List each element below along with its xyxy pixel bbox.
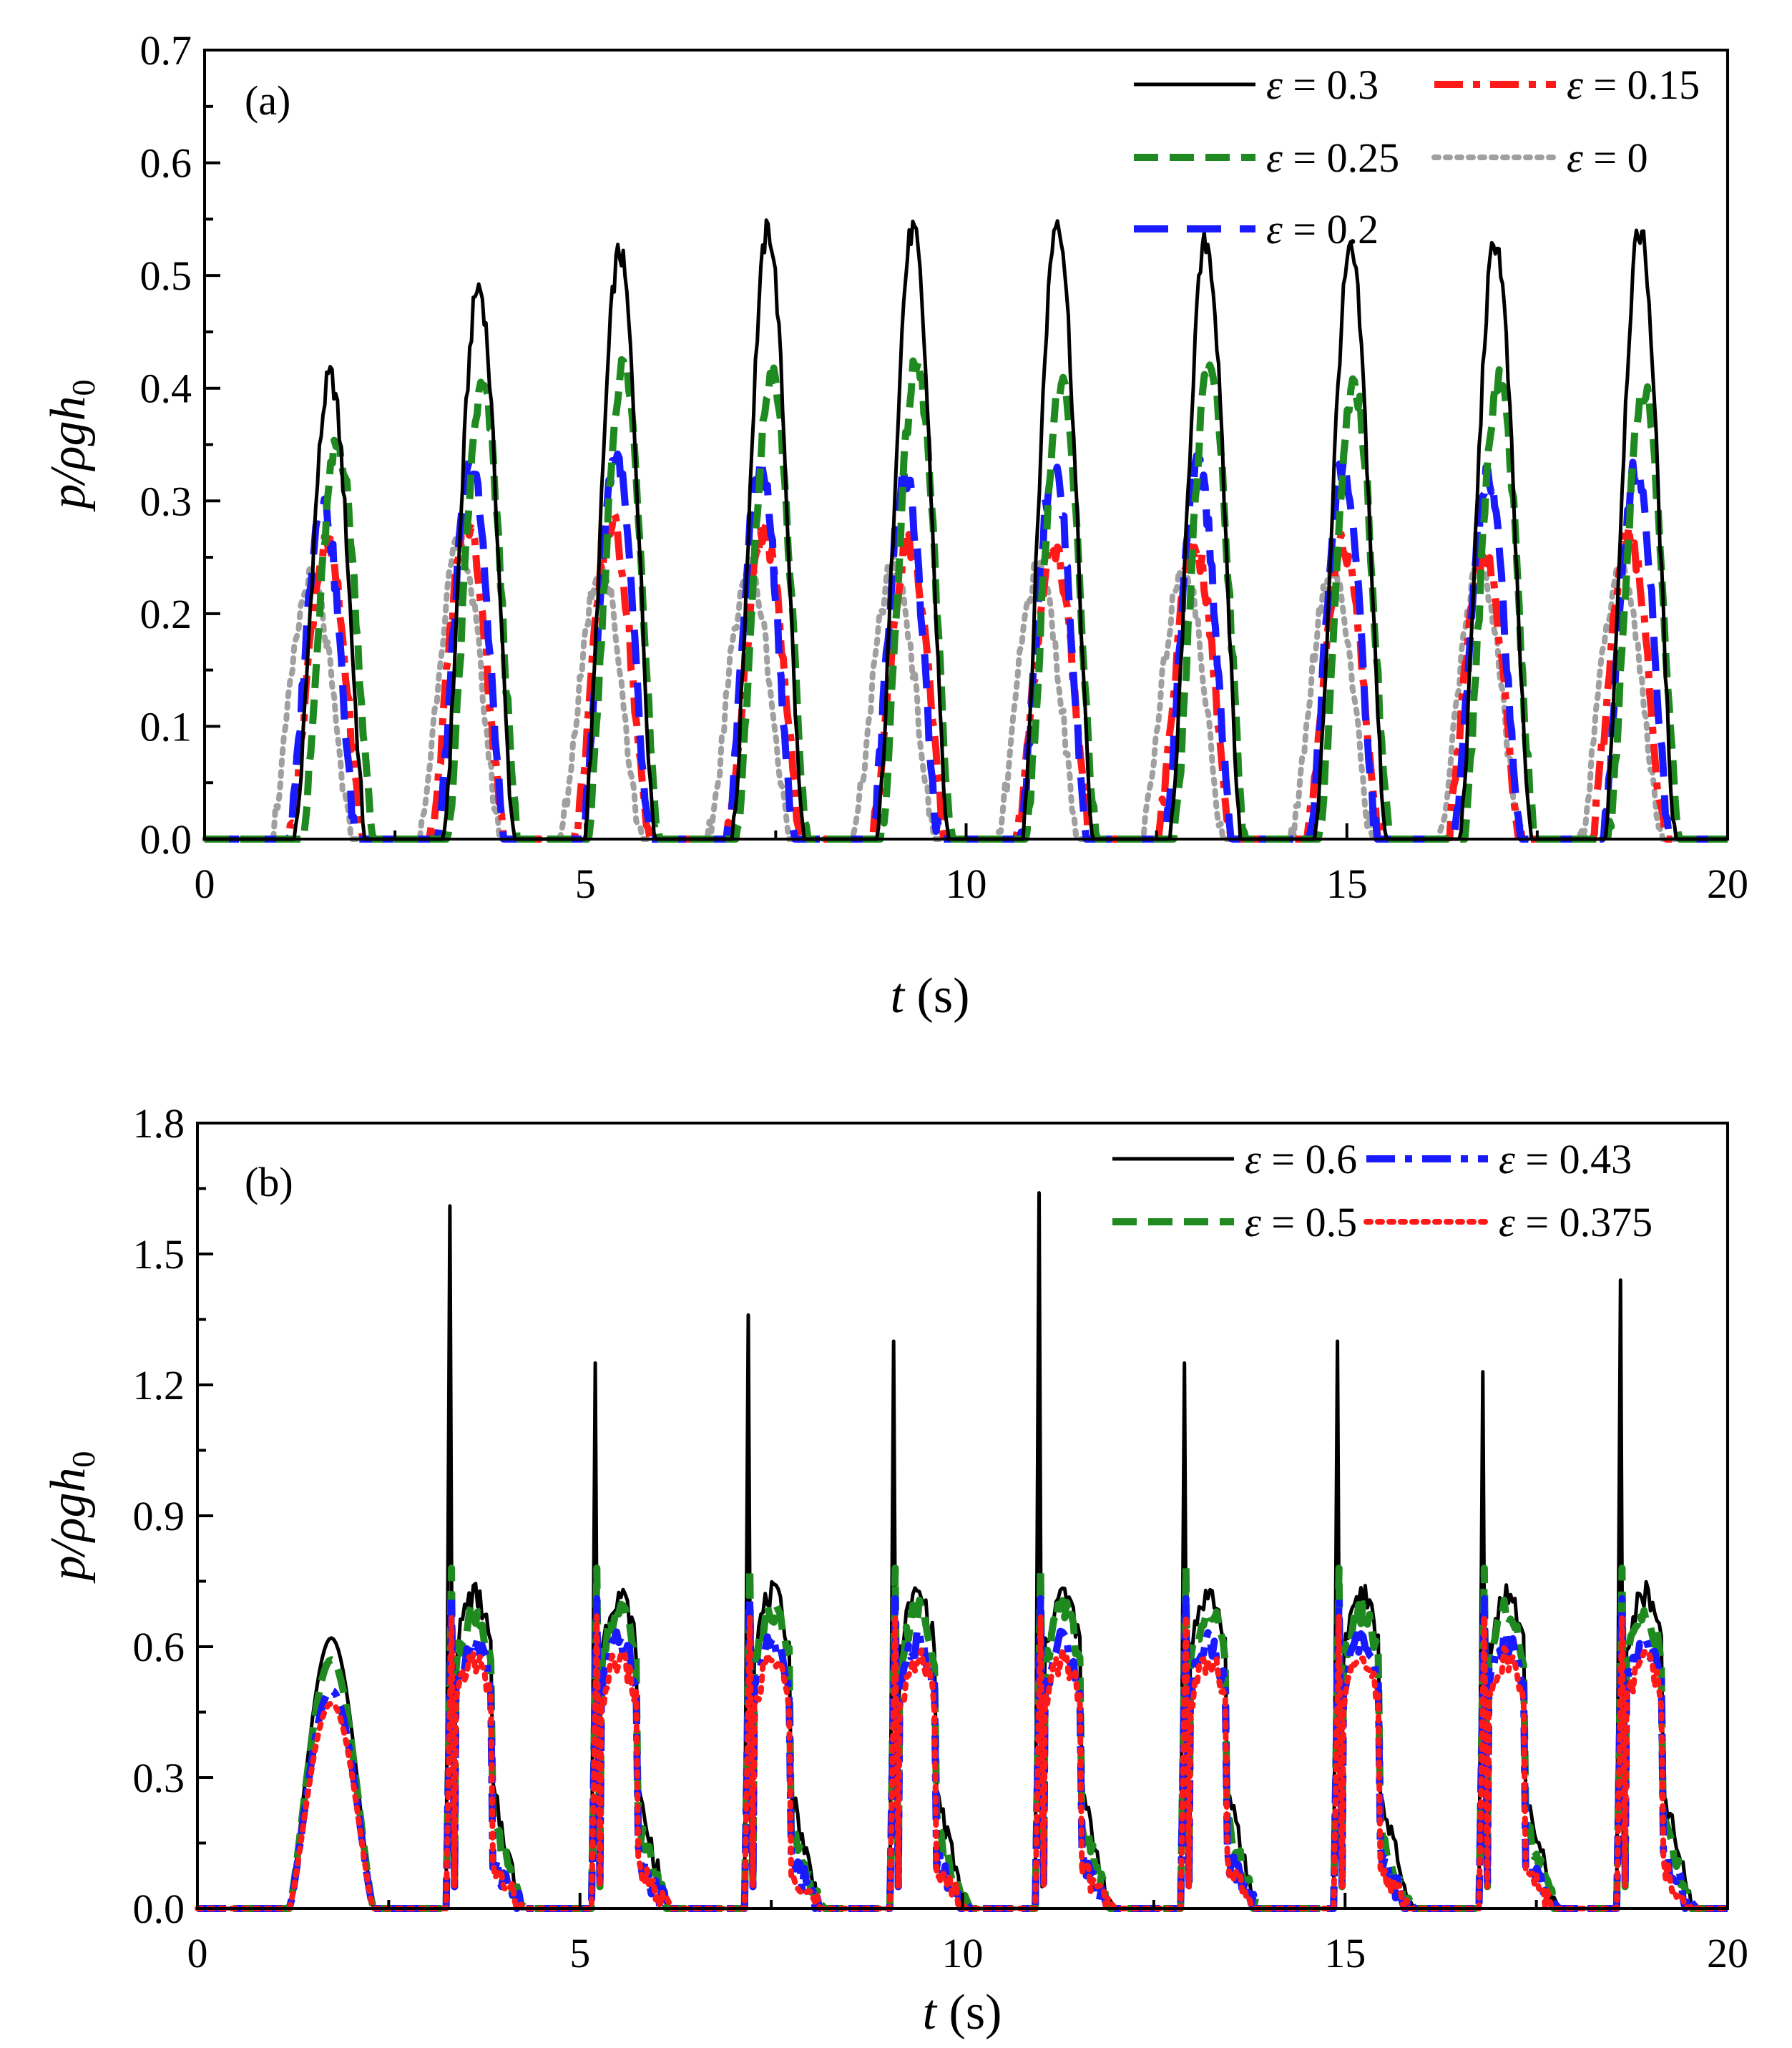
panel-a-y-axis-title: p/ρgh0: [41, 379, 102, 512]
panel-a-x-tick-label: 0: [195, 861, 215, 907]
panel-b-y-axis-title: p/ρgh0: [41, 1451, 102, 1584]
panel-b-y-tick-label: 1.2: [133, 1362, 185, 1408]
panel-b-legend-label: ε = 0.43: [1499, 1136, 1632, 1182]
panel-b-x-tick-label: 0: [187, 1930, 208, 1976]
panel-a-y-tick-label: 0.6: [140, 140, 192, 187]
panel-b-label: (b): [245, 1159, 293, 1205]
panel-a: 0 5 10 15 20 0.0 0.1 0.2 0.3 0.4 0.5 0.6 0.7 (a) ε =…: [41, 27, 1748, 1024]
panel-b-x-axis-title: t (s): [923, 1985, 1002, 2040]
panel-a-legend-label: ε = 0.2: [1266, 206, 1379, 253]
panel-b-y-tick-label: 0.3: [133, 1755, 185, 1801]
panel-a-x-tick-label: 10: [946, 861, 987, 907]
panel-a-y-tick-label: 0.0: [140, 816, 192, 863]
panel-a-legend-label: ε = 0.25: [1266, 134, 1399, 181]
panel-b-legend-label: ε = 0.5: [1245, 1199, 1357, 1245]
panel-a-y-tick-label: 0.4: [140, 366, 192, 412]
panel-a-legend-label: ε = 0: [1567, 134, 1648, 181]
panel-a-x-tick-label: 5: [575, 861, 596, 907]
panel-b-legend-label: ε = 0.375: [1499, 1199, 1653, 1245]
panel-b-y-tick-label: 0.6: [133, 1624, 185, 1670]
panel-a-x-axis-title: t (s): [891, 969, 970, 1024]
panel-a-x-tick-label: 20: [1707, 861, 1748, 907]
panel-b-x-tick-label: 15: [1324, 1930, 1366, 1976]
panel-a-legend-label: ε = 0.3: [1266, 62, 1379, 108]
panel-a-axes: 0 5 10 15 20 0.0 0.1 0.2 0.3 0.4 0.5 0.6 0.7: [140, 27, 1749, 907]
panel-a-label: (a): [245, 77, 290, 124]
panel-b-x-tick-label: 5: [569, 1930, 590, 1976]
panel-b-legend-label: ε = 0.6: [1245, 1136, 1357, 1182]
panel-a-y-tick-label: 0.1: [140, 703, 192, 750]
panel-a-x-tick-label: 15: [1326, 861, 1368, 907]
panel-b-y-tick-label: 0.9: [133, 1493, 185, 1539]
panel-b-y-tick-label: 1.5: [133, 1231, 185, 1278]
panel-b-series-line: [197, 1564, 1728, 1912]
panel-a-legend: ε = 0.3 ε = 0.25 ε = 0.2 ε = 0.15 ε = 0: [1134, 62, 1700, 253]
panel-a-legend-label: ε = 0.15: [1567, 62, 1700, 108]
panel-a-y-tick-label: 0.3: [140, 478, 192, 524]
panel-a-y-tick-label: 0.7: [140, 27, 192, 74]
panel-b-x-tick-label: 20: [1707, 1930, 1748, 1976]
panel-b-x-tick-label: 10: [942, 1930, 984, 1976]
panel-a-y-tick-label: 0.5: [140, 253, 192, 299]
panel-b-legend: ε = 0.6 ε = 0.5 ε = 0.43 ε = 0.375: [1112, 1136, 1653, 1245]
panel-a-y-tick-label: 0.2: [140, 591, 192, 637]
panel-b-y-tick-label: 1.8: [133, 1100, 185, 1147]
panel-b: 0 5 10 15 20 0.0 0.3 0.6 0.9 1.2 1.5 1.8 (b) ε = 0.…: [41, 1100, 1748, 2040]
panel-b-axes: 0 5 10 15 20 0.0 0.3 0.6 0.9 1.2 1.5 1.8: [133, 1100, 1749, 1976]
panel-b-y-tick-label: 0.0: [133, 1886, 185, 1932]
